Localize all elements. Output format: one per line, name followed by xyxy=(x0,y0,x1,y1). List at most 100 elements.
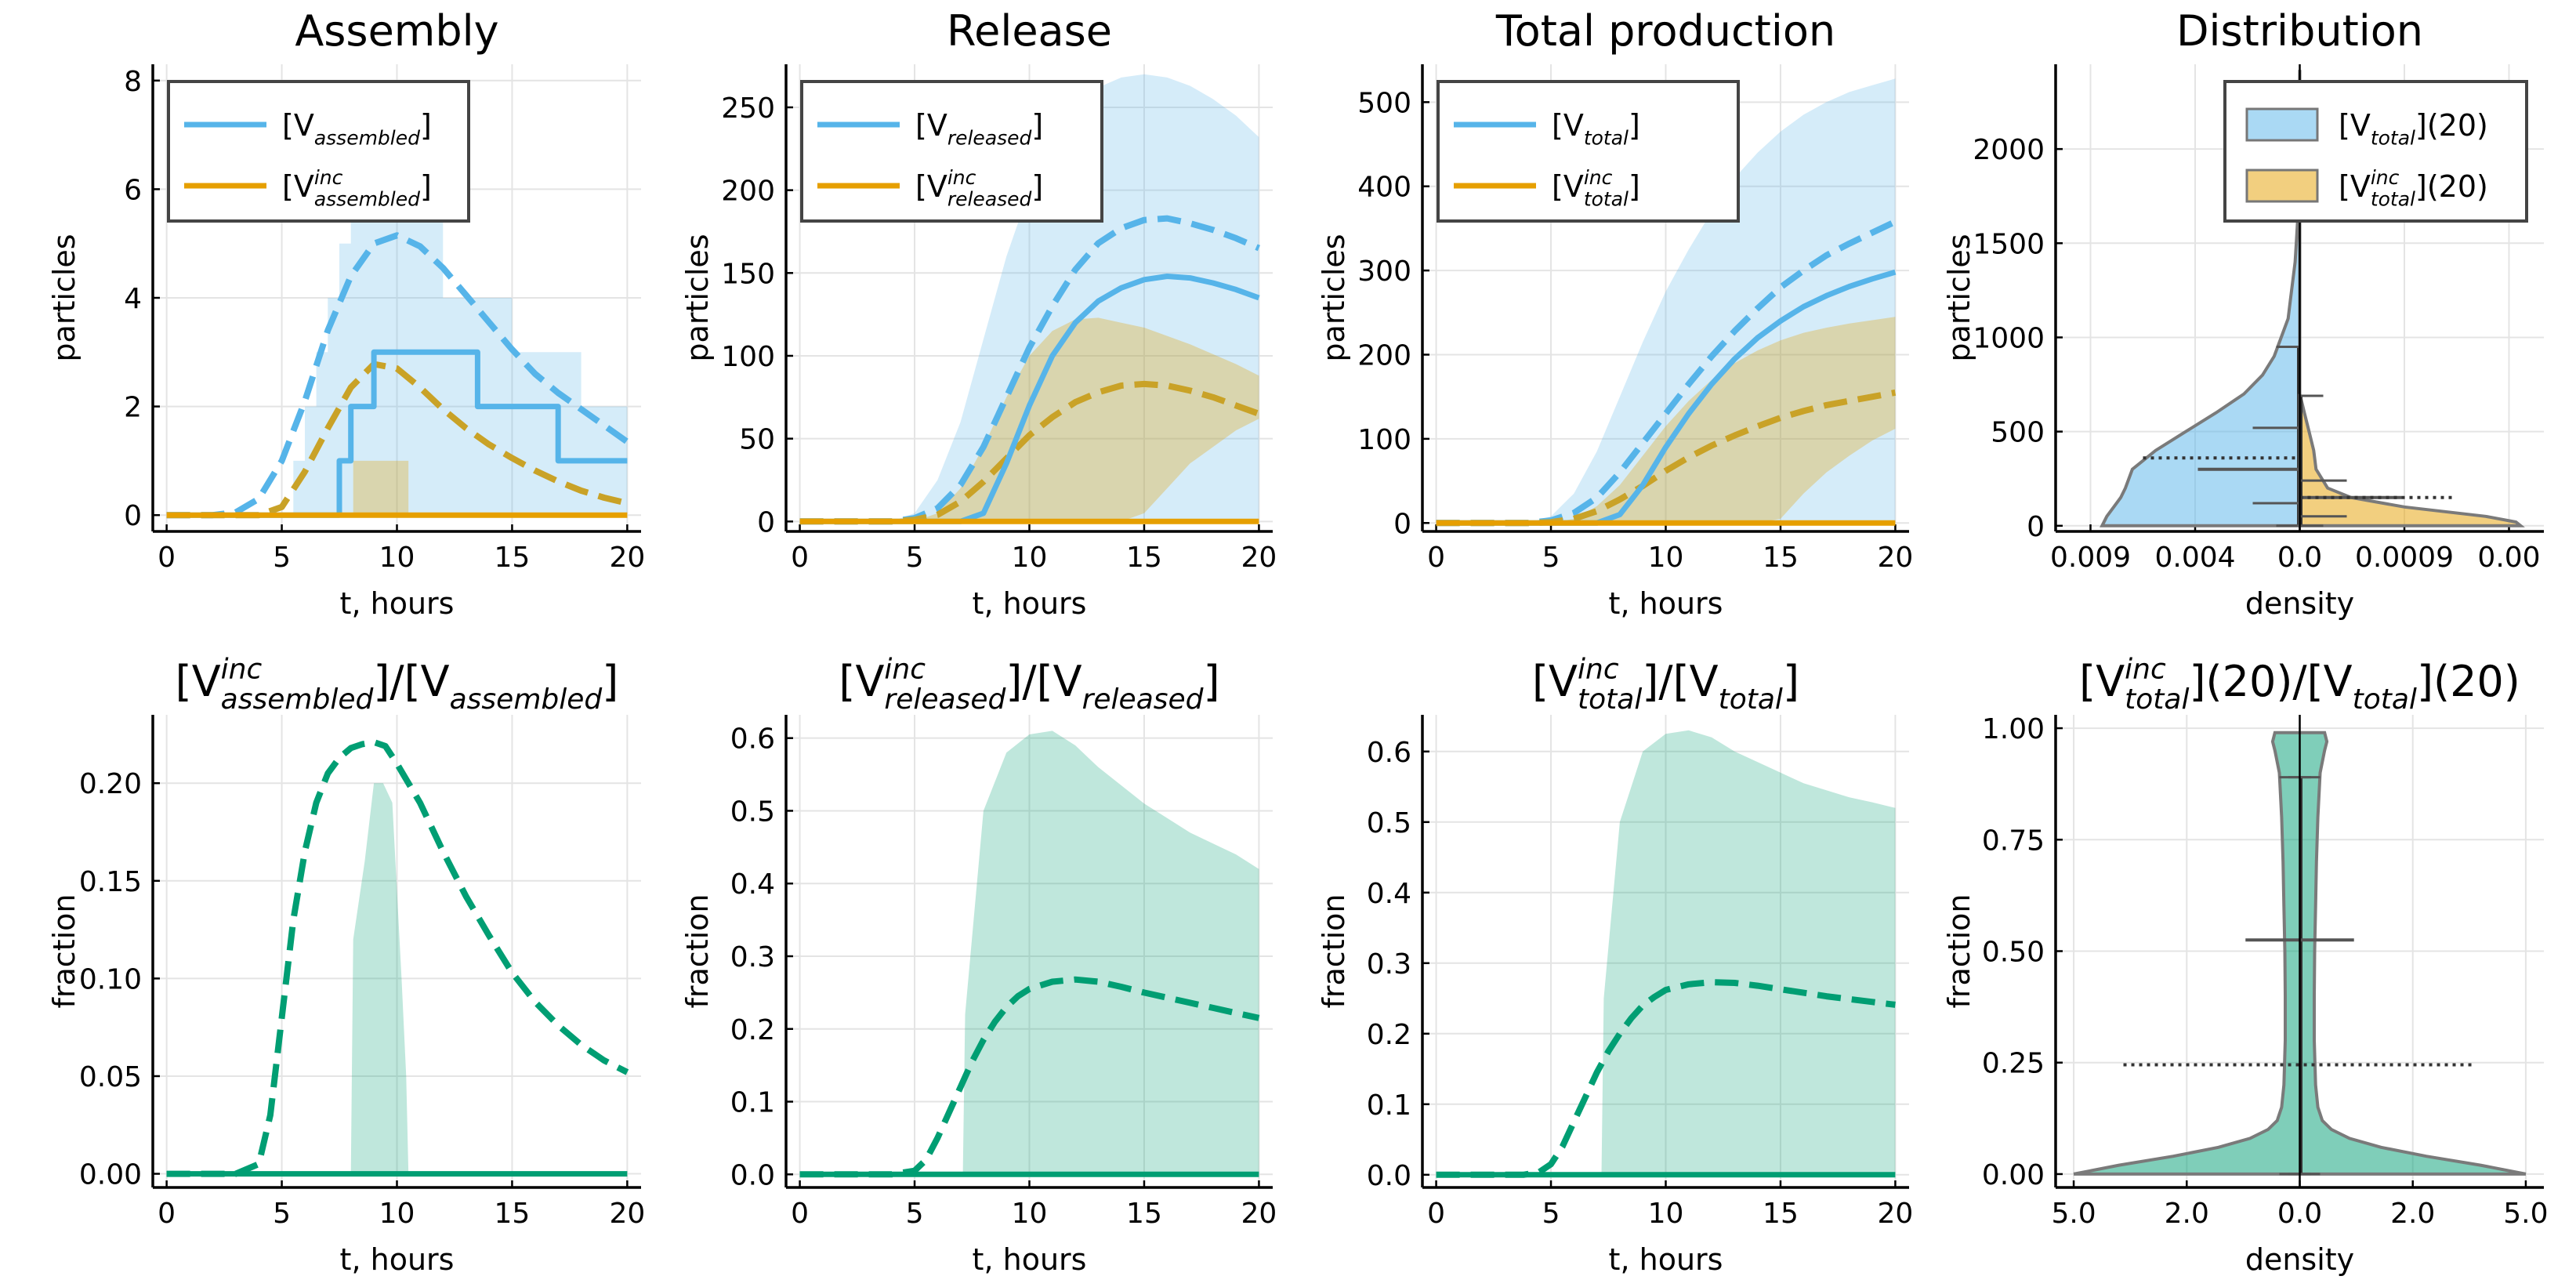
mean-line-1 xyxy=(166,738,629,1177)
y-axis-label: fraction xyxy=(680,894,715,1009)
y-tick-label-0: 0 xyxy=(2027,511,2045,543)
y-tick-label-0: 0.0 xyxy=(1367,1160,1411,1192)
panel-assembly: Assembly t, hours particles 0 5 10 15 20 0 2 4 6 8 [V… xyxy=(47,6,645,621)
x-tick-label-1: 5 xyxy=(906,1198,924,1230)
panel-frac_distribution: [Vinc total](20)/[Vtotal](20) density fract… xyxy=(1942,653,2549,1277)
y-tick-label-1: 0.1 xyxy=(1367,1089,1411,1122)
x-tick-label-2: 10 xyxy=(1648,542,1684,574)
x-tick-label-3: 15 xyxy=(1763,542,1799,574)
x-axis-label: t, hours xyxy=(340,586,455,621)
y-tick-label-1: 0.25 xyxy=(1982,1048,2045,1080)
y-tick-label-3: 1500 xyxy=(1973,228,2045,260)
x-tick-label-1: 2.0 xyxy=(2165,1198,2209,1230)
band-series-0 xyxy=(799,74,1259,522)
x-tick-label-0: 0 xyxy=(158,1198,176,1230)
band-series-0 xyxy=(1436,730,1896,1175)
legend-label-0: [Vtotal](20) xyxy=(2339,108,2488,149)
y-tick-label-3: 0.75 xyxy=(1982,825,2045,857)
legend-label-1: [Vinc assembled] xyxy=(282,166,432,210)
y-tick-label-1: 0.05 xyxy=(79,1061,142,1093)
y-tick-label-4: 0.20 xyxy=(79,768,142,800)
y-tick-label-6: 0.6 xyxy=(730,723,775,756)
x-tick-label-2: 0.0 xyxy=(2277,1198,2322,1230)
chart-title: [Vinc total]/[Vtotal] xyxy=(1532,653,1799,716)
y-axis-label: particles xyxy=(1942,234,1976,361)
x-tick-label-4: 20 xyxy=(1878,1198,1914,1230)
y-axis-label: fraction xyxy=(1942,894,1976,1009)
band-series-0 xyxy=(799,731,1259,1175)
chart-title: [Vinc released]/[Vreleased] xyxy=(839,653,1219,716)
chart-title: Release xyxy=(947,6,1112,56)
legend-label-1: [Vinc total](20) xyxy=(2339,166,2488,210)
x-axis-label: density xyxy=(2245,1242,2354,1277)
x-axis-label: t, hours xyxy=(973,1242,1087,1277)
mean-line-3 xyxy=(1436,389,1897,527)
x-axis-label: t, hours xyxy=(1609,586,1723,621)
y-tick-label-4: 0.4 xyxy=(1367,878,1411,910)
median-line-4 xyxy=(1436,269,1897,526)
legend-label-1: [Vinc total] xyxy=(1552,166,1640,210)
y-axis-label: particles xyxy=(680,234,715,361)
x-tick-label-1: 5 xyxy=(273,1198,291,1230)
plot-area xyxy=(1436,78,1897,527)
x-axis-label: t, hours xyxy=(340,1242,455,1277)
x-axis-label: t, hours xyxy=(1609,1242,1723,1277)
x-tick-label-4: 20 xyxy=(1241,542,1277,574)
x-tick-label-3: 15 xyxy=(495,542,531,574)
y-tick-label-2: 1000 xyxy=(1973,322,2045,354)
x-tick-label-4: 20 xyxy=(609,1198,645,1230)
y-tick-label-0: 0.00 xyxy=(1982,1159,2045,1191)
y-axis-label: fraction xyxy=(1317,894,1351,1009)
x-axis-label: t, hours xyxy=(973,586,1087,621)
y-tick-label-5: 0.5 xyxy=(1367,807,1411,839)
y-tick-label-1: 500 xyxy=(1991,417,2045,449)
y-tick-label-6: 0.6 xyxy=(1367,737,1411,769)
y-tick-label-2: 200 xyxy=(1357,339,1411,372)
legend-box xyxy=(167,80,470,223)
x-tick-label-3: 15 xyxy=(1763,1198,1799,1230)
plot-area xyxy=(166,189,629,519)
y-tick-label-4: 400 xyxy=(1357,172,1411,204)
legend-box xyxy=(1437,80,1740,223)
x-tick-label-3: 2.0 xyxy=(2390,1198,2435,1230)
y-tick-label-1: 2 xyxy=(124,392,142,424)
x-tick-label-0: 5.0 xyxy=(2051,1198,2096,1230)
mean-line-1 xyxy=(799,976,1260,1178)
band-series-0 xyxy=(166,783,628,1174)
x-tick-label-4: 20 xyxy=(1241,1198,1277,1230)
panel-total: Total production t, hours particles 0 5 10 15 2… xyxy=(1317,6,1913,621)
y-tick-label-0: 0 xyxy=(1393,508,1411,540)
band-series-1 xyxy=(166,460,628,516)
plot-area xyxy=(799,731,1260,1178)
mean-line-2 xyxy=(799,215,1260,525)
y-tick-label-2: 0.2 xyxy=(1367,1019,1411,1051)
chart-title: Assembly xyxy=(295,6,498,56)
x-tick-label-2: 10 xyxy=(379,1198,415,1230)
band-series-1 xyxy=(799,317,1259,522)
x-tick-label-1: 0.004 xyxy=(2154,542,2235,574)
mean-line-2 xyxy=(1436,219,1897,527)
y-axis-label: particles xyxy=(47,234,82,361)
legend-swatch-0 xyxy=(2245,107,2319,142)
mean-line-3 xyxy=(166,361,629,519)
legend-label-0: [Vassembled] xyxy=(282,108,432,149)
x-tick-label-2: 10 xyxy=(1012,1198,1048,1230)
x-tick-label-4: 5.0 xyxy=(2503,1198,2548,1230)
median-line-4 xyxy=(799,274,1260,524)
y-tick-label-4: 2000 xyxy=(1973,134,2045,166)
x-tick-label-4: 20 xyxy=(1878,542,1914,574)
legend: [Vtotal] [Vinc total] xyxy=(1437,80,1740,223)
legend-box xyxy=(800,80,1103,223)
y-tick-label-3: 6 xyxy=(124,174,142,206)
y-tick-label-1: 50 xyxy=(739,424,775,456)
plot-area xyxy=(1436,730,1896,1178)
x-tick-label-3: 0.0009 xyxy=(2355,542,2454,574)
y-tick-label-3: 0.15 xyxy=(79,866,142,898)
violin-1 xyxy=(2298,393,2525,527)
y-tick-label-3: 150 xyxy=(721,258,775,290)
chart-title: Distribution xyxy=(2176,6,2423,56)
panel-frac_total: [Vinc total]/[Vtotal] t, hours fraction 0 5 10… xyxy=(1317,653,1913,1277)
x-tick-label-4: 0.00 xyxy=(2477,542,2540,574)
x-tick-label-0: 0 xyxy=(1427,542,1445,574)
